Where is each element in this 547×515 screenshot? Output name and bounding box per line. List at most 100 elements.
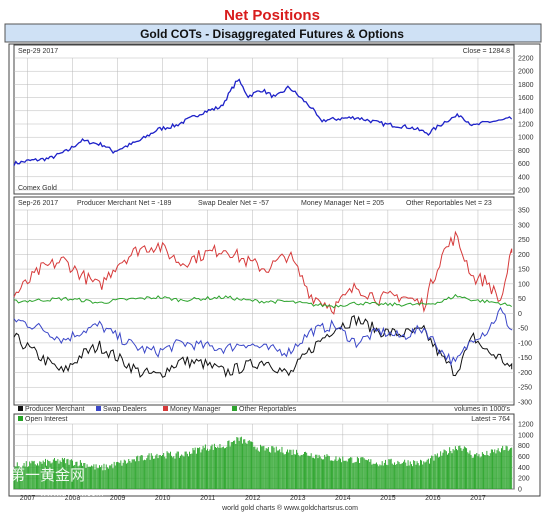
oi-bar [61,457,63,489]
oi-bar [149,459,151,489]
oi-bar [421,460,423,489]
oi-bar [415,464,417,489]
oi-bar [395,464,397,489]
oi-bar [126,463,127,489]
net-tick-label: 200 [518,252,530,259]
oi-bar [36,465,37,489]
oi-bar [93,464,95,489]
oi-bar [13,469,15,489]
oi-bar [288,452,290,489]
oi-bar [409,461,411,489]
oi-bar [240,436,242,489]
oi-bar [42,460,44,489]
oi-bar [66,459,68,489]
oi-bar [155,455,157,489]
x-tick-label: 2016 [425,495,441,502]
oi-bar [423,461,425,489]
oi-bar [308,455,310,489]
oi-bar [181,454,183,489]
oi-bar [481,452,483,489]
oi-bar [82,465,84,489]
oi-bar [474,454,475,489]
legend-other-swatch [232,406,237,411]
oi-bar [75,461,77,489]
price-date-label: Sep-29 2017 [18,48,58,55]
oi-bar [416,461,418,489]
oi-bar [185,451,187,489]
oi-bar [219,444,221,489]
oi-bar [380,465,382,489]
oi-bar [403,461,405,489]
oi-bar [110,465,112,489]
oi-bar [316,454,318,489]
oi-bar [72,460,73,489]
oi-bar [358,458,359,489]
price-tick-label: 1600 [518,95,534,102]
oi-bar [209,449,211,489]
price-tick-label: 1800 [518,82,534,89]
oi-bar [350,457,352,489]
outer-frame [8,43,541,497]
oi-bar [282,452,284,489]
x-tick-label: 2014 [335,495,351,502]
price-close-label: Close = 1284.8 [463,48,510,55]
oi-bar [392,464,394,489]
oi-bar [79,460,81,489]
oi-bar [372,463,374,489]
oi-bar [58,463,60,489]
oi-bar [151,455,153,489]
legend-oi: Open Interest [25,416,67,423]
oi-bar [431,455,433,489]
oi-bar [111,463,113,489]
oi-bar [254,446,256,489]
oi-bar [386,464,388,489]
oi-bar [204,444,206,489]
net-tick-label: 350 [518,208,530,215]
producer-net-label: Producer Merchant Net = -189 [77,200,171,207]
oi-bar [182,455,184,489]
oi-bar [231,442,233,489]
oi-bar [301,455,303,489]
oi-bar [117,461,118,489]
oi-bar [297,452,299,489]
oi-bar [255,449,257,489]
oi-bar [362,457,364,489]
oi-bar [463,446,465,489]
oi-bar [101,465,103,489]
oi-bar [468,453,470,489]
oi-bar [97,468,99,489]
net-tick-label: -150 [518,355,532,362]
price-source-label: Comex Gold [18,185,57,192]
oi-bar [359,463,361,489]
oi-bar [41,463,43,489]
oi-bar [88,466,90,489]
oi-bar [360,457,362,489]
price-tick-label: 200 [518,188,530,195]
oi-bar [227,441,229,489]
oi-bar [195,453,197,489]
oi-bar [381,461,383,489]
oi-bar [50,463,52,489]
oi-bar [449,447,451,489]
oi-bar [490,449,492,489]
oi-bar [295,454,296,489]
chart-title: Net Positions [224,7,320,24]
oi-bar [83,463,85,489]
oi-bar [439,456,441,489]
oi-bar [32,461,34,489]
oi-bar [153,458,155,489]
oi-bar [73,465,75,489]
oi-tick-label: 1000 [518,432,534,439]
oi-bar [60,462,62,489]
oi-bar [186,453,188,489]
oi-bar [192,448,194,489]
oi-bar [504,450,506,489]
other-net-label: Other Reportables Net = 23 [406,200,492,207]
x-tick-label: 2017 [470,495,486,502]
oi-bar [212,449,214,489]
oi-bar [193,450,195,489]
oi-bar [499,452,501,489]
oi-bar [413,460,415,489]
oi-bar [296,449,298,489]
